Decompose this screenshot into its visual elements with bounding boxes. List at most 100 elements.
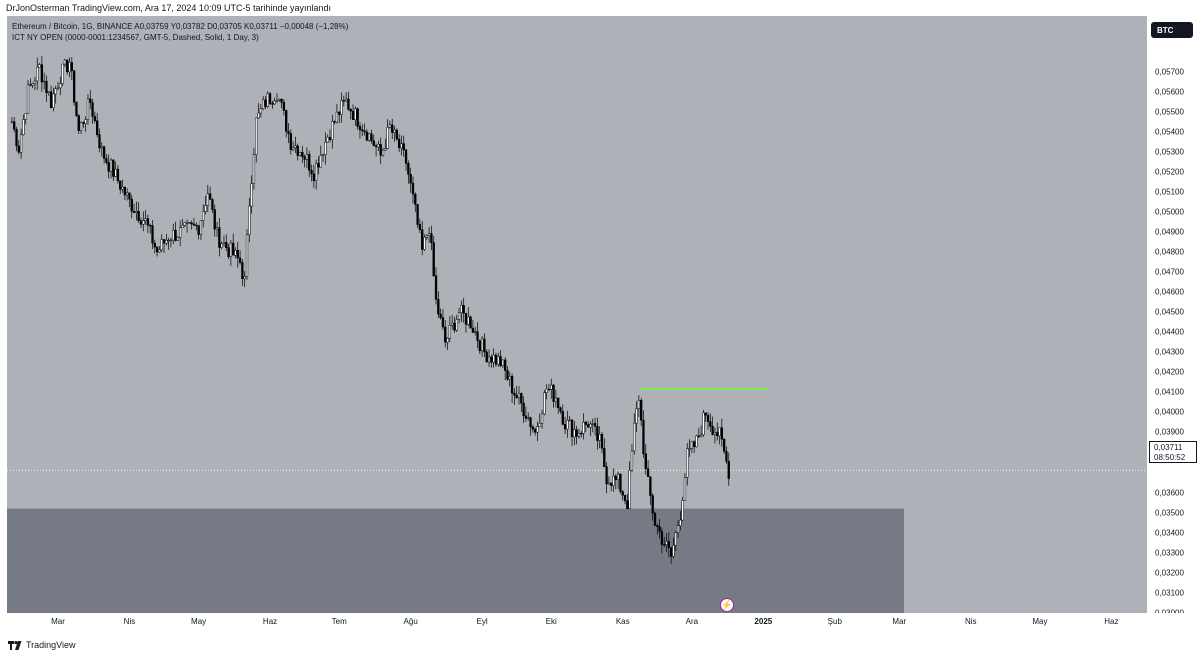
lightning-icon[interactable]: ⚡: [720, 598, 734, 612]
candle-body: [266, 93, 269, 107]
candle-body: [566, 420, 569, 430]
symbol-legend[interactable]: Ethereum / Bitcoin, 1G, BINANCE A0,03759…: [12, 22, 349, 31]
price-tick-label: 0,04400: [1155, 327, 1184, 337]
candle-body: [264, 99, 267, 107]
candle-body: [497, 356, 500, 365]
candle-body: [672, 544, 675, 557]
candle-body: [305, 154, 309, 160]
candle-body: [243, 276, 246, 280]
countdown-timer: 08:50:52: [1154, 453, 1186, 462]
candle-body: [167, 239, 170, 242]
candle-body: [236, 249, 239, 259]
candle-body: [407, 162, 410, 175]
candle-body: [296, 145, 299, 156]
candle-body: [552, 384, 555, 402]
candle-body: [38, 64, 41, 68]
price-tick-label: 0,04500: [1155, 307, 1184, 317]
candle-body: [720, 427, 723, 440]
candle-body: [234, 249, 237, 256]
candle-body: [132, 211, 136, 213]
candle-body: [213, 209, 216, 230]
chart-canvas[interactable]: [7, 16, 1147, 613]
candle-body: [589, 423, 592, 428]
candle-body: [146, 218, 150, 226]
candle-body: [303, 156, 306, 160]
candle-body: [510, 376, 514, 394]
candle-body: [183, 222, 186, 226]
candle-body: [328, 136, 332, 140]
candle-body: [84, 119, 87, 124]
candle-body: [114, 168, 117, 177]
candle-body: [19, 134, 23, 153]
candle-body: [679, 519, 682, 526]
candle-body: [441, 317, 445, 328]
candle-body: [257, 112, 260, 119]
candle-body: [208, 193, 212, 200]
candle-body: [480, 338, 484, 352]
candle-body: [676, 525, 680, 533]
candle-body: [660, 531, 664, 545]
candle-body: [607, 482, 611, 485]
candle-body: [211, 199, 214, 210]
candle-body: [218, 227, 221, 248]
time-tick-label: Tem: [331, 617, 347, 626]
time-axis[interactable]: Mar Nis May Haz Tem Ağu Eyl Eki Kas Ara 2025 Şub Mar…: [0, 613, 1200, 633]
candle-body: [317, 163, 320, 168]
price-tick-label: 0,04600: [1155, 287, 1184, 297]
candle-body: [644, 453, 647, 469]
candle-body: [554, 397, 558, 402]
candle-body: [605, 466, 608, 485]
candle-body: [626, 500, 629, 509]
candle-body: [15, 128, 18, 147]
candle-body: [414, 193, 417, 205]
candle-body: [245, 234, 249, 277]
candle-body: [310, 170, 313, 175]
candle-body: [384, 148, 387, 151]
tradingview-brand[interactable]: TradingView: [8, 640, 76, 650]
footer: TradingView: [0, 633, 1200, 655]
candle-body: [543, 392, 546, 415]
candle-body: [229, 242, 233, 257]
candle-body: [529, 417, 532, 428]
candle-body: [29, 84, 32, 86]
candle-body: [425, 235, 428, 238]
candle-body: [361, 129, 364, 132]
price-tick-label: 0,03400: [1155, 528, 1184, 538]
candle-body: [520, 392, 523, 404]
candle-body: [536, 426, 539, 433]
candle-body: [598, 434, 601, 441]
candle-body: [149, 224, 152, 227]
candle-body: [388, 124, 392, 128]
candle-body: [321, 154, 325, 156]
candle-body: [347, 98, 350, 110]
candle-body: [630, 450, 634, 471]
price-tick-label: 0,05400: [1155, 127, 1184, 137]
candle-body: [646, 468, 650, 477]
candle-body: [40, 64, 44, 83]
candle-body: [649, 476, 652, 496]
candle-body: [619, 473, 622, 492]
candle-body: [319, 155, 322, 168]
candle-body: [289, 133, 292, 151]
candle-body: [82, 122, 85, 124]
candle-body: [596, 426, 599, 441]
chart-pane[interactable]: Ethereum / Bitcoin, 1G, BINANCE A0,03759…: [7, 16, 1147, 613]
time-tick-label: May: [191, 617, 207, 626]
candle-body: [499, 356, 502, 366]
candle-body: [63, 59, 67, 65]
candle-body: [342, 100, 345, 102]
candle-body: [252, 154, 256, 184]
symbol-badge[interactable]: BTC: [1151, 22, 1193, 38]
price-axis[interactable]: 0,05700 0,05600 0,05500 0,05400 0,05300 0,052…: [1147, 16, 1200, 637]
candle-body: [506, 370, 509, 380]
candle-body: [550, 384, 553, 390]
candle-body: [160, 239, 163, 251]
candle-body: [188, 222, 191, 224]
candle-body: [107, 162, 110, 172]
candle-body: [600, 434, 604, 449]
candle-body: [22, 119, 25, 135]
candle-body: [575, 429, 578, 437]
candle-body: [291, 147, 295, 151]
indicator-legend[interactable]: ICT NY OPEN (0000-0001:1234567, GMT-5, D…: [12, 33, 259, 42]
candle-body: [667, 541, 670, 548]
